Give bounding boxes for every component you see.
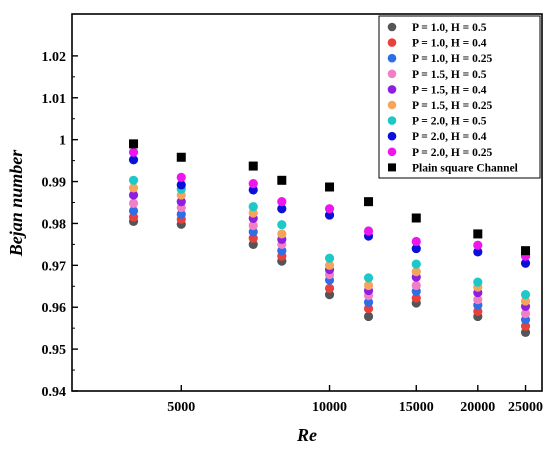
data-point xyxy=(248,179,258,189)
data-point-square xyxy=(473,229,483,239)
x-tick-label: 15000 xyxy=(399,400,434,415)
legend-label: P = 1.0, H = 0.25 xyxy=(412,53,492,65)
data-point xyxy=(128,155,139,165)
legend-label: P = 2.0, H = 0.25 xyxy=(412,147,492,159)
data-point xyxy=(520,258,531,268)
data-point xyxy=(176,172,186,182)
data-point xyxy=(473,240,483,250)
legend-marker xyxy=(387,53,397,63)
series-9 xyxy=(129,139,531,256)
data-point xyxy=(411,243,421,254)
data-point xyxy=(411,267,421,277)
y-axis: 0.94 0.95 0.96 0.97 0.98 0.99 1 1.01 1.02 xyxy=(42,50,78,400)
data-point xyxy=(324,260,335,270)
y-tick-label: 0.94 xyxy=(42,385,67,400)
data-point xyxy=(128,198,139,208)
legend-label: P = 1.0, H = 0.4 xyxy=(412,38,487,50)
y-tick-label: 0.96 xyxy=(42,301,67,316)
data-point xyxy=(363,273,374,283)
legend-label: Plain square Channel xyxy=(412,162,518,174)
data-point-square xyxy=(521,246,531,256)
y-tick-label: 0.99 xyxy=(42,176,67,191)
data-point xyxy=(277,197,287,207)
legend-marker-square xyxy=(388,163,396,172)
data-point xyxy=(128,175,139,185)
data-point xyxy=(363,280,374,291)
data-point xyxy=(128,206,139,216)
data-point xyxy=(128,190,139,200)
legend-box xyxy=(378,15,541,179)
data-point-square xyxy=(248,161,258,171)
data-point xyxy=(128,183,139,193)
y-tick-label: 0.95 xyxy=(42,343,67,358)
legend-marker xyxy=(387,22,397,32)
x-axis-title: Re xyxy=(296,425,317,445)
data-point xyxy=(411,293,421,303)
x-tick-label: 5000 xyxy=(167,400,195,415)
data-point xyxy=(411,236,421,247)
legend-label: P = 2.0, H = 0.5 xyxy=(412,116,487,128)
x-tick-label: 10000 xyxy=(312,400,347,415)
legend-marker xyxy=(387,85,397,94)
data-point xyxy=(277,220,287,230)
legend-marker xyxy=(387,38,397,47)
legend-marker xyxy=(387,116,397,125)
data-point-square xyxy=(277,175,287,185)
legend-label: P = 1.0, H = 0.5 xyxy=(412,22,487,34)
data-point-square xyxy=(364,197,374,207)
legend-label: P = 1.5, H = 0.5 xyxy=(412,69,487,81)
y-tick-label: 1.01 xyxy=(42,92,67,107)
legend-label: P = 2.0, H = 0.4 xyxy=(412,131,487,143)
data-point-square xyxy=(176,152,186,162)
data-point xyxy=(324,204,335,214)
data-point xyxy=(324,283,335,293)
data-point-square xyxy=(325,182,335,192)
y-tick-label: 1 xyxy=(59,134,66,149)
legend-label: P = 1.5, H = 0.4 xyxy=(412,84,487,96)
data-point xyxy=(520,308,531,319)
legend-marker xyxy=(387,147,397,157)
x-axis: 5000 10000 15000 20000 25000 xyxy=(167,385,543,415)
data-point xyxy=(324,253,335,263)
data-point xyxy=(520,290,531,300)
data-point xyxy=(473,295,483,305)
legend: P = 1.0, H = 0.5 P = 1.0, H = 0.4 P = 1.0,… xyxy=(378,15,541,179)
legend-label: P = 1.5, H = 0.25 xyxy=(412,100,492,112)
legend-marker xyxy=(387,131,397,141)
data-point-square xyxy=(411,213,421,223)
y-tick-label: 1.02 xyxy=(42,50,67,65)
data-point xyxy=(411,280,421,291)
data-point xyxy=(277,204,287,214)
y-tick-label: 0.97 xyxy=(42,259,67,274)
legend-marker xyxy=(387,100,397,110)
data-point xyxy=(363,297,374,307)
series-7 xyxy=(128,155,531,268)
data-point xyxy=(176,180,186,190)
x-tick-label: 20000 xyxy=(460,400,495,415)
data-point xyxy=(248,202,258,212)
data-point xyxy=(363,226,374,236)
legend-marker xyxy=(387,69,397,79)
y-tick-label: 0.98 xyxy=(42,217,67,232)
data-point xyxy=(176,197,186,207)
data-point-square xyxy=(129,139,139,149)
data-point xyxy=(473,247,483,257)
data-point xyxy=(473,277,483,287)
data-point xyxy=(128,147,139,157)
x-tick-label: 25000 xyxy=(508,400,543,415)
data-points xyxy=(128,139,531,337)
data-point xyxy=(248,220,258,231)
data-point xyxy=(176,209,186,219)
data-point xyxy=(411,259,421,269)
data-point xyxy=(363,311,374,322)
y-axis-title: Bejan number xyxy=(6,149,26,258)
data-point xyxy=(277,229,287,239)
